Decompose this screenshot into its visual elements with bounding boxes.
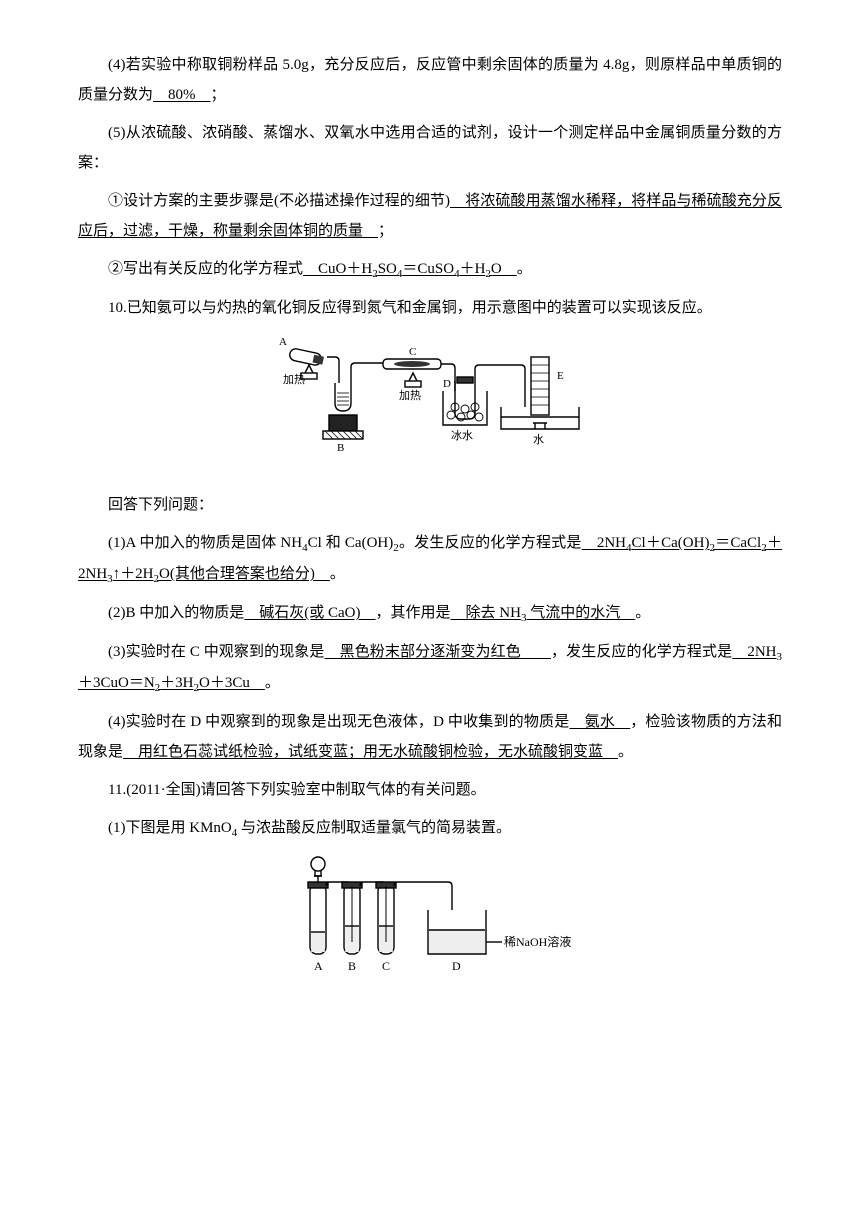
label-C: C bbox=[409, 346, 416, 358]
label-B2: B bbox=[348, 959, 356, 973]
label-heat-2: 加热 bbox=[399, 389, 421, 402]
label-D2: D bbox=[452, 959, 461, 973]
question-10: 10.已知氨可以与灼热的氧化铜反应得到氮气和金属铜，用示意图中的装置可以实现该反… bbox=[78, 293, 782, 323]
document-page: (4)若实验中称取铜粉样品 5.0g，充分反应后，反应管中剩余固体的质量为 4.… bbox=[0, 0, 860, 1061]
label-D: D bbox=[443, 378, 451, 390]
q5-1-text-b: ； bbox=[378, 223, 393, 239]
q10-text: 10.已知氨可以与灼热的氧化铜反应得到氮气和金属铜，用示意图中的装置可以实现该反… bbox=[108, 300, 712, 316]
figure-2: A B C bbox=[78, 852, 782, 1003]
question-10-3: (3)实验时在 C 中观察到的现象是 黑色粉末部分逐渐变为红色 ，发生反应的化学… bbox=[78, 637, 782, 699]
label-ice: 冰水 bbox=[451, 429, 473, 442]
q5-text: (5)从浓硫酸、浓硝酸、蒸馏水、双氧水中选用合适的试剂，设计一个测定样品中金属铜… bbox=[78, 125, 782, 171]
question-5-1: ①设计方案的主要步骤是(不必描述操作过程的细节) 将浓硫酸用蒸馏水稀释，将样品与… bbox=[78, 186, 782, 246]
q10-prompt: 回答下列问题： bbox=[78, 490, 782, 520]
q10-2-answer-1: 碱石灰(或 CaO) bbox=[244, 605, 375, 621]
q4-answer: 80% bbox=[153, 87, 211, 103]
question-10-4: (4)实验时在 D 中观察到的现象是出现无色液体，D 中收集到的物质是 氨水 ，… bbox=[78, 707, 782, 767]
label-naoh: 稀NaOH溶液 bbox=[504, 934, 571, 949]
q4-text-b: ； bbox=[211, 87, 226, 103]
q5-2-text-a: ②写出有关反应的化学方程式 bbox=[108, 261, 303, 277]
question-10-2: (2)B 中加入的物质是 碱石灰(或 CaO) ，其作用是 除去 NH3 气流中… bbox=[78, 598, 782, 629]
label-water: 水 bbox=[533, 433, 544, 446]
label-heat-1: 加热 bbox=[283, 373, 305, 386]
apparatus-diagram-1: A 加热 bbox=[265, 331, 595, 461]
q10-4-answer-1: 氨水 bbox=[569, 714, 630, 730]
q10-2-answer-2: 除去 NH3 气流中的水汽 bbox=[451, 605, 636, 621]
label-A2: A bbox=[314, 959, 323, 973]
q5-2-answer: CuO＋H2SO4＝CuSO4＋H2O bbox=[303, 261, 517, 277]
question-10-1: (1)A 中加入的物质是固体 NH4Cl 和 Ca(OH)2。发生反应的化学方程… bbox=[78, 528, 782, 590]
question-5-2: ②写出有关反应的化学方程式 CuO＋H2SO4＝CuSO4＋H2O 。 bbox=[78, 254, 782, 285]
q5-2-text-b: 。 bbox=[517, 261, 532, 277]
question-11: 11.(2011·全国)请回答下列实验室中制取气体的有关问题。 bbox=[78, 775, 782, 805]
q10-3-answer-1: 黑色粉末部分逐渐变为红色 bbox=[325, 644, 552, 660]
apparatus-diagram-2: A B C bbox=[280, 852, 580, 992]
label-A: A bbox=[279, 336, 287, 348]
q5-1-text-a: ①设计方案的主要步骤是(不必描述操作过程的细节) bbox=[108, 193, 450, 209]
question-4: (4)若实验中称取铜粉样品 5.0g，充分反应后，反应管中剩余固体的质量为 4.… bbox=[78, 50, 782, 110]
label-C2: C bbox=[382, 959, 390, 973]
label-E: E bbox=[557, 370, 564, 382]
label-B: B bbox=[337, 442, 344, 454]
q10-4-answer-2: 用红色石蕊试纸检验，试纸变蓝；用无水硫酸铜检验，无水硫酸铜变蓝 bbox=[123, 744, 618, 760]
question-11-1: (1)下图是用 KMnO4 与浓盐酸反应制取适量氯气的简易装置。 bbox=[78, 813, 782, 844]
question-5: (5)从浓硫酸、浓硝酸、蒸馏水、双氧水中选用合适的试剂，设计一个测定样品中金属铜… bbox=[78, 118, 782, 178]
figure-1: A 加热 bbox=[78, 331, 782, 472]
